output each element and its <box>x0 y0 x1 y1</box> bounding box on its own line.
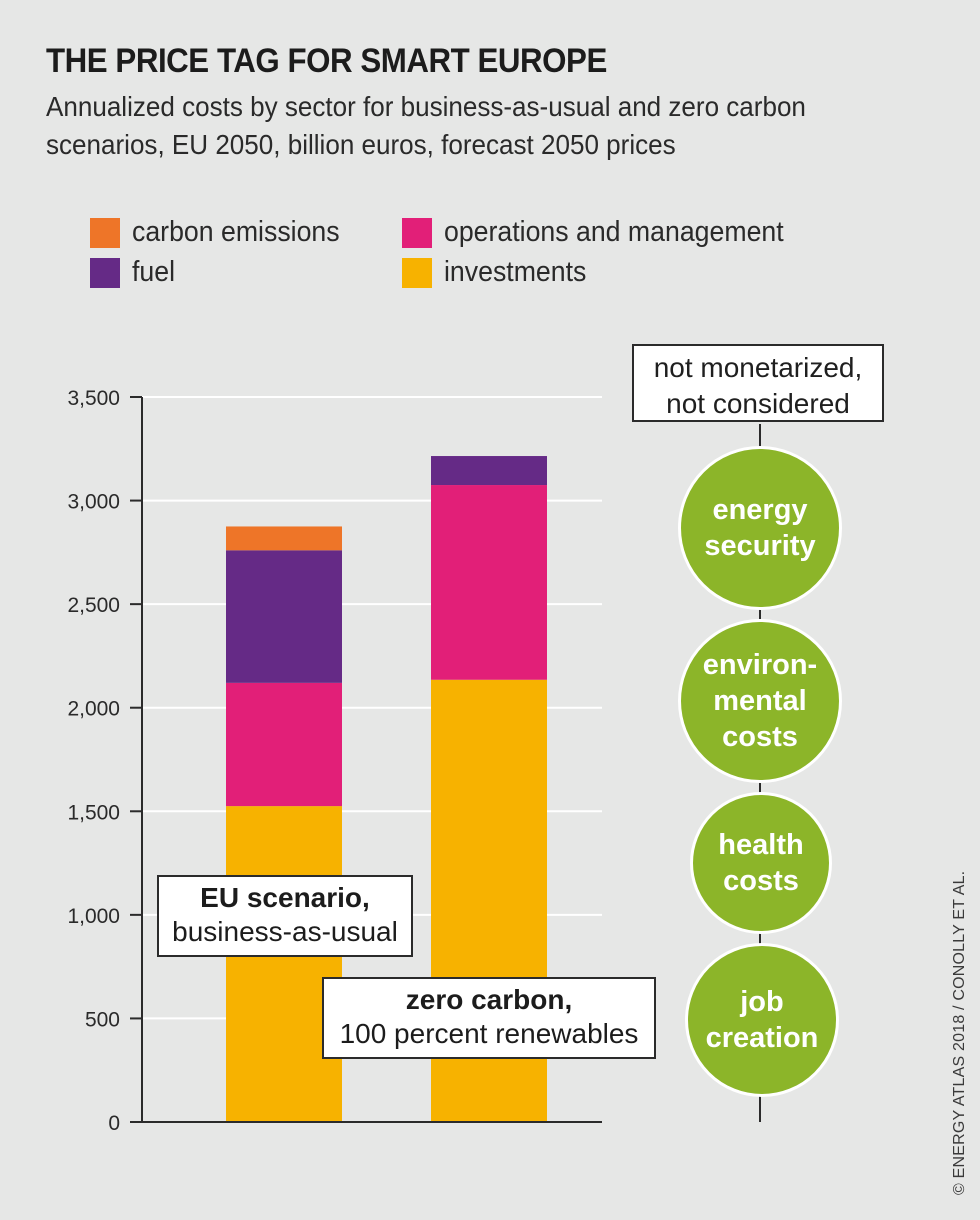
energy-security-circle: energy security <box>678 446 842 610</box>
y-axis: 0 500 1,000 1,500 2,000 2,500 3,000 3,500 <box>67 387 602 1135</box>
y-tick-label: 1,000 <box>67 905 120 928</box>
y-tick-label: 500 <box>85 1008 120 1031</box>
job-creation-circle: job creation <box>685 943 839 1097</box>
legend-swatch <box>90 257 120 288</box>
chart-subtitle: Annualized costs by sector for business-… <box>46 91 806 160</box>
bar-segment-fuel <box>431 456 547 486</box>
chart-title: THE PRICE TAG FOR SMART EUROPE <box>46 42 607 80</box>
legend-swatch <box>90 217 120 248</box>
y-tick-label: 2,000 <box>67 698 120 721</box>
source-credit: © ENERGY ATLAS 2018 / CONOLLY ET AL. <box>951 870 968 1195</box>
bar-segment-operations-and-management <box>226 682 342 807</box>
environmental-costs-circle: environ- mental costs <box>678 619 842 783</box>
bar-segment-operations-and-management <box>431 485 547 680</box>
not-monetarized-line2: not considered <box>666 388 850 419</box>
bar-segment-fuel <box>226 550 342 683</box>
legend-swatch <box>402 257 432 288</box>
legend-label: investments <box>444 256 587 288</box>
y-tick-label: 3,500 <box>67 387 120 410</box>
legend-label: fuel <box>132 256 176 288</box>
bau-scenario-label: EU scenario, business-as-usual <box>157 875 413 957</box>
legend-investments: investments <box>402 256 599 289</box>
legend-fuel: fuel <box>90 256 179 289</box>
legend-carbon-emissions: carbon emissions <box>90 216 358 249</box>
legend-swatch <box>402 217 432 248</box>
zero-carbon-scenario-label: zero carbon, 100 percent renewables <box>322 977 656 1059</box>
zero-carbon-subtitle: 100 percent renewables <box>339 1018 639 1049</box>
bau-scenario-subtitle: business-as-usual <box>172 916 398 947</box>
not-monetarized-line1: not monetarized, <box>653 352 863 383</box>
y-tick-label: 1,500 <box>67 801 120 824</box>
health-costs-circle: health costs <box>690 792 832 934</box>
bau-scenario-title: EU scenario, <box>200 882 370 913</box>
not-monetarized-box: not monetarized, not considered <box>632 344 884 422</box>
legend-label: carbon emissions <box>132 216 340 248</box>
zero-carbon-title: zero carbon, <box>405 984 573 1015</box>
bar-segment-investments <box>226 806 342 1122</box>
legend-label: operations and management <box>444 216 784 248</box>
bar-segment-carbon-emissions <box>226 526 342 551</box>
y-tick-label: 0 <box>108 1112 120 1135</box>
y-tick-label: 2,500 <box>67 594 120 617</box>
y-tick-label: 3,000 <box>67 491 120 514</box>
legend-operations-and-management: operations and management <box>402 216 813 249</box>
